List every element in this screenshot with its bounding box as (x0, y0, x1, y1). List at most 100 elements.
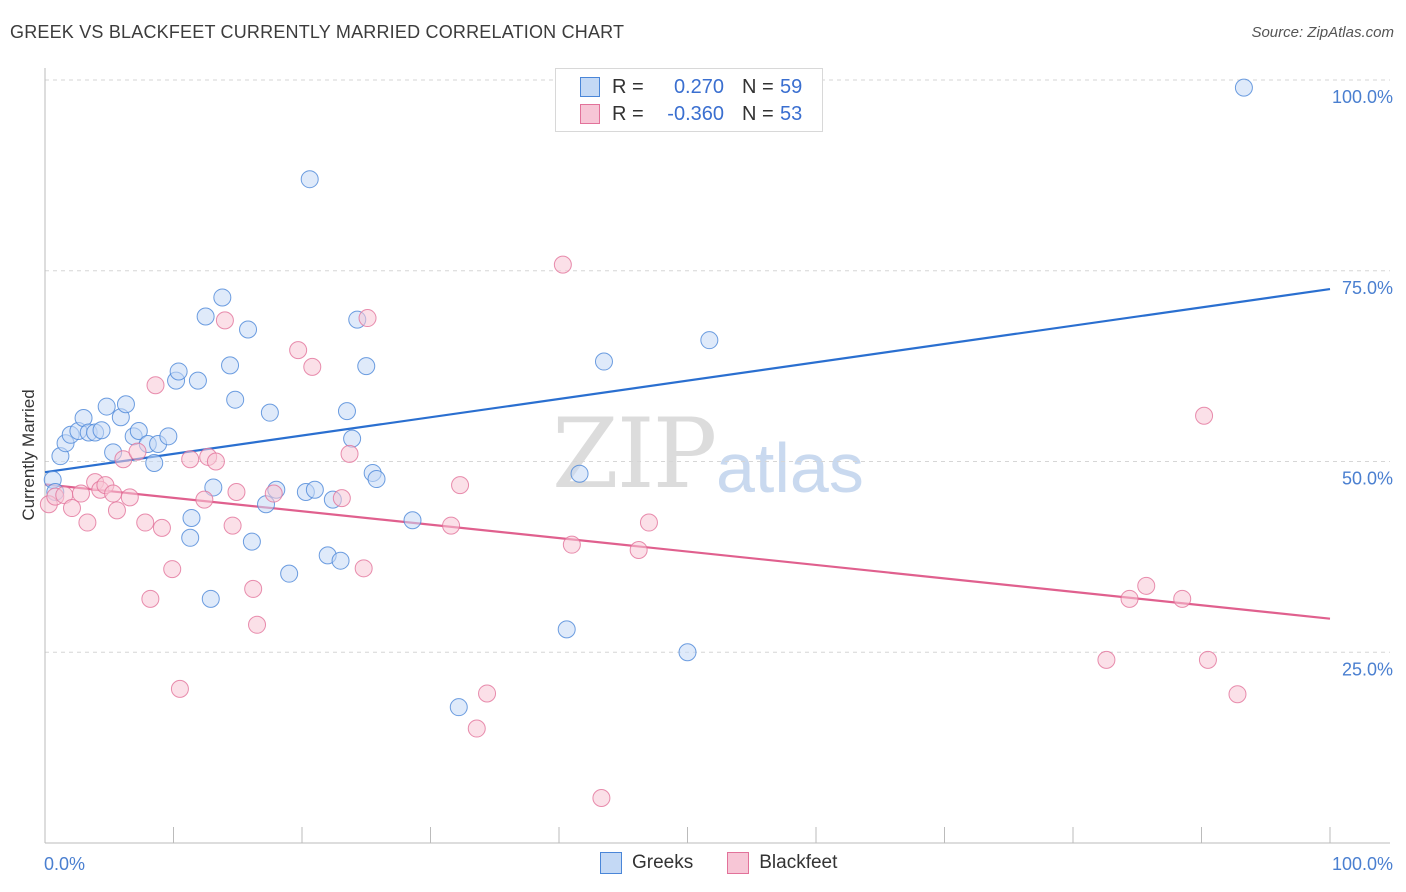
greek-point[interactable] (700, 331, 719, 350)
source-label: Source: ZipAtlas.com (1251, 24, 1394, 41)
greek-point[interactable] (196, 307, 215, 326)
greek-point[interactable] (188, 371, 207, 390)
greek-point[interactable] (116, 395, 135, 414)
legend-label-greeks: Greeks (632, 852, 694, 873)
greek-point[interactable] (557, 620, 576, 639)
watermark-zip: ZIP (552, 398, 717, 510)
greek-point[interactable] (337, 402, 356, 421)
blackfeet-point[interactable] (71, 484, 90, 503)
blackfeet-point[interactable] (114, 450, 133, 469)
blackfeet-point[interactable] (1173, 589, 1192, 608)
blackfeet-point[interactable] (146, 376, 165, 395)
greek-point[interactable] (331, 551, 350, 570)
blackfeet-point[interactable] (163, 560, 182, 579)
blackfeet-point[interactable] (120, 488, 139, 507)
blackfeet-point[interactable] (451, 476, 470, 495)
blackfeet-point[interactable] (104, 484, 123, 503)
greek-point[interactable] (201, 589, 220, 608)
blackfeet-point[interactable] (136, 513, 155, 532)
greek-point[interactable] (169, 362, 188, 381)
blackfeet-point[interactable] (289, 341, 308, 360)
blackfeet-point[interactable] (78, 513, 97, 532)
greek-point[interactable] (570, 464, 589, 483)
blackfeet-point[interactable] (1228, 685, 1247, 704)
greek-point[interactable] (357, 357, 376, 376)
n-label: N = (742, 102, 774, 125)
greek-point[interactable] (300, 170, 319, 189)
y-tick-label: 50.0% (1342, 469, 1393, 489)
blackfeet-point[interactable] (629, 541, 648, 560)
greek-point[interactable] (159, 427, 178, 446)
greek-point[interactable] (145, 454, 164, 473)
chart-title: GREEK VS BLACKFEET CURRENTLY MARRIED COR… (10, 22, 625, 42)
greek-point[interactable] (221, 356, 240, 375)
blackfeet-point[interactable] (639, 513, 658, 532)
blackfeet-point[interactable] (1195, 406, 1214, 425)
blackfeet-point[interactable] (264, 484, 283, 503)
greek-point[interactable] (129, 421, 148, 440)
blackfeet-point[interactable] (170, 679, 189, 698)
blackfeet-point[interactable] (223, 516, 242, 535)
legend-item-blackfeet[interactable]: Blackfeet (727, 852, 837, 874)
r-value: 0.270 (673, 75, 724, 98)
greek-point[interactable] (678, 643, 697, 662)
blackfeet-point[interactable] (141, 589, 160, 608)
greek-point[interactable] (343, 429, 362, 448)
blackfeet-point[interactable] (592, 788, 611, 807)
greek-point[interactable] (226, 390, 245, 409)
blackfeet-point[interactable] (467, 719, 486, 738)
legend-item-greeks[interactable]: Greeks (600, 852, 693, 874)
greek-point[interactable] (213, 288, 232, 307)
blackfeet-point[interactable] (181, 450, 200, 469)
greek-point[interactable] (181, 528, 200, 547)
blackfeet-point[interactable] (244, 579, 263, 598)
blackfeet-point[interactable] (152, 518, 171, 537)
r-value: -0.360 (667, 102, 724, 125)
greeks-swatch (580, 77, 600, 97)
blackfeet-point[interactable] (358, 309, 377, 328)
greek-point[interactable] (367, 470, 386, 489)
greek-point[interactable] (305, 480, 324, 499)
greek-point[interactable] (260, 403, 279, 422)
greeks-swatch (600, 852, 622, 874)
greek-point[interactable] (242, 532, 261, 551)
greek-point[interactable] (280, 564, 299, 583)
greek-point[interactable] (204, 478, 223, 497)
blackfeet-point[interactable] (128, 442, 147, 461)
greek-point[interactable] (403, 511, 422, 530)
blackfeet-point[interactable] (442, 516, 461, 535)
blackfeet-point[interactable] (62, 499, 81, 518)
greek-point[interactable] (92, 421, 111, 440)
blackfeet-point[interactable] (553, 255, 572, 274)
greek-point[interactable] (239, 320, 258, 339)
blackfeet-point[interactable] (107, 501, 126, 520)
greek-point[interactable] (1234, 78, 1253, 97)
blackfeet-point[interactable] (195, 490, 214, 509)
blackfeet-point[interactable] (1137, 576, 1156, 595)
blackfeet-point[interactable] (354, 559, 373, 578)
blackfeet-point[interactable] (303, 357, 322, 376)
greek-point[interactable] (182, 508, 201, 527)
blackfeet-point[interactable] (562, 535, 581, 554)
greek-point[interactable] (97, 397, 116, 416)
legend-label-blackfeet: Blackfeet (759, 852, 838, 873)
blackfeet-point[interactable] (332, 489, 351, 508)
x-tick-label: 100.0% (1332, 854, 1393, 874)
greek-point[interactable] (449, 698, 468, 717)
stats-legend: R = 0.270 N = 59 R = -0.360 N = 53 (555, 68, 823, 132)
blackfeet-point[interactable] (478, 684, 497, 703)
blackfeet-point[interactable] (206, 452, 225, 471)
grid (45, 79, 1390, 653)
greek-trend-line (44, 287, 1331, 474)
blackfeet-point[interactable] (1097, 650, 1116, 669)
tick-labels: 25.0% 50.0% 75.0% 100.0% 0.0% 100.0% (44, 87, 1393, 874)
blackfeet-point[interactable] (227, 483, 246, 502)
blackfeet-point[interactable] (340, 444, 359, 463)
blackfeet-point[interactable] (1198, 650, 1217, 669)
blackfeet-point[interactable] (1120, 589, 1139, 608)
greek-point[interactable] (594, 352, 613, 371)
y-tick-label: 100.0% (1332, 87, 1393, 107)
blackfeet-point[interactable] (248, 615, 267, 634)
blackfeet-point[interactable] (215, 311, 234, 330)
